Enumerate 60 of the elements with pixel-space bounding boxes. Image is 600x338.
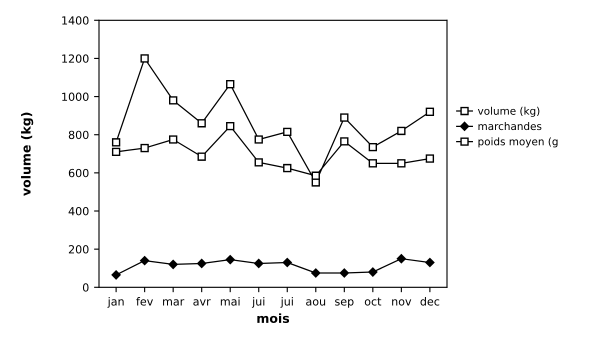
x-tick-label: mar [163,299,184,306]
legend-label: marchandes [478,122,542,130]
point [396,254,406,264]
point [140,54,149,63]
x-tick-label: sep [335,299,354,308]
x-tick-label: oct [364,298,382,306]
point [368,142,378,152]
point [340,268,349,278]
y-tick-label: 400 [68,206,89,216]
x-tick-label: nov [392,299,412,306]
point [397,126,406,136]
x-tick-label: aou [306,299,326,306]
y-tick-label: 0 [82,283,89,292]
y-tick-label: 800 [68,130,89,140]
x-axis-title: mois [257,313,290,324]
point [168,260,178,270]
point [340,113,348,122]
point [112,148,120,156]
x-tick-label: avr [193,299,211,306]
point [198,152,206,161]
point [226,255,235,264]
legend-label: volume (kg) [478,106,540,117]
x-tick-label: jui [280,297,293,308]
point [368,267,378,277]
point [426,154,434,163]
point [254,135,263,144]
point [340,137,348,146]
point [426,108,434,116]
x-tick-label: jan [107,297,124,308]
point [226,122,234,130]
point [368,159,378,168]
y-tick-label: 200 [68,245,89,254]
point [397,159,406,168]
point [283,128,292,136]
point [112,138,120,147]
point [168,96,178,105]
point [283,164,292,172]
legend-label: poids moyen (g [478,137,558,148]
y-tick-label: 600 [68,168,89,178]
point [226,80,234,88]
point [168,135,178,144]
point [311,268,320,278]
point [254,258,264,268]
point [140,256,150,266]
point [425,258,435,268]
y-axis-title: volume (kg) [21,112,34,196]
point [198,119,206,128]
point [312,172,320,180]
point [254,158,263,167]
point [140,144,149,152]
x-tick-label: mai [220,297,240,306]
x-tick-label: dec [420,297,440,306]
point [197,258,206,268]
y-tick-label: 1000 [62,92,89,101]
x-tick-label: fev [136,297,153,306]
y-tick-label: 1200 [62,54,89,63]
x-tick-label: jui [252,297,264,308]
point [282,258,292,268]
point [111,270,121,280]
y-tick-label: 1400 [62,16,89,25]
